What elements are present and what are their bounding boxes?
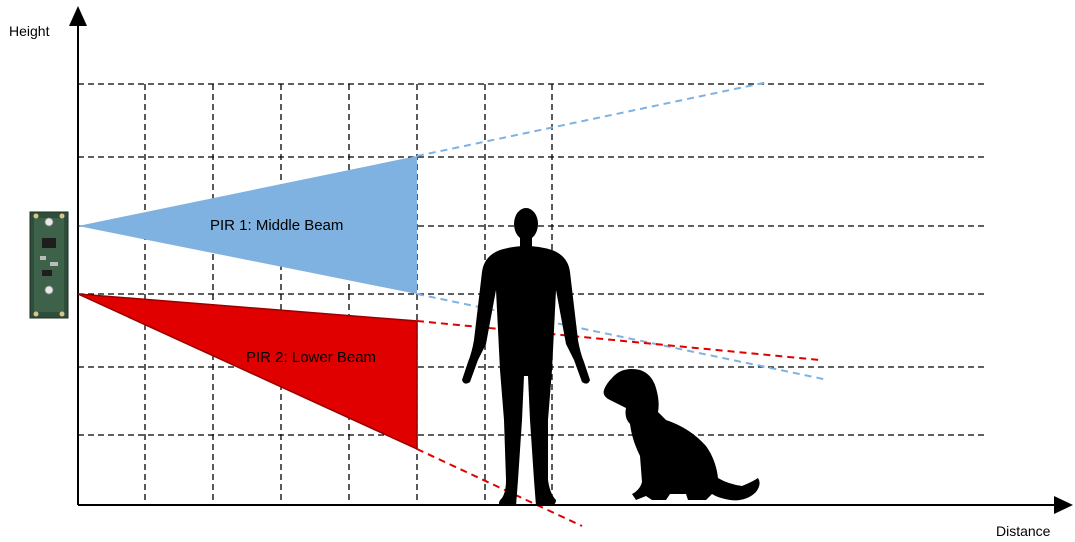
y-axis-arrow-icon — [69, 6, 87, 26]
pir-sensor-board — [29, 211, 69, 319]
beam-middle-lower-extension — [416, 293, 829, 381]
beam-lower-upper-extension — [416, 320, 821, 361]
y-axis-label: Height — [9, 23, 50, 39]
dog-silhouette — [603, 369, 760, 501]
beam-middle-label: PIR 1: Middle Beam — [210, 217, 343, 234]
beam-middle: PIR 1: Middle Beam — [78, 81, 829, 381]
beam-middle-upper-extension — [416, 81, 769, 157]
beam-lower-cone — [77, 293, 418, 451]
axes — [69, 6, 1073, 514]
beam-lower-label: PIR 2: Lower Beam — [246, 349, 376, 366]
sensor-lens-icon — [44, 217, 54, 227]
x-axis-arrow-icon — [1054, 496, 1073, 514]
beam-lower: PIR 2: Lower Beam — [77, 293, 821, 527]
sensor-lens-icon — [44, 285, 54, 295]
human-silhouette — [462, 208, 590, 506]
beam-lower-lower-extension — [416, 448, 583, 527]
x-axis-label: Distance — [996, 523, 1051, 539]
beam-middle-cone — [78, 156, 417, 294]
